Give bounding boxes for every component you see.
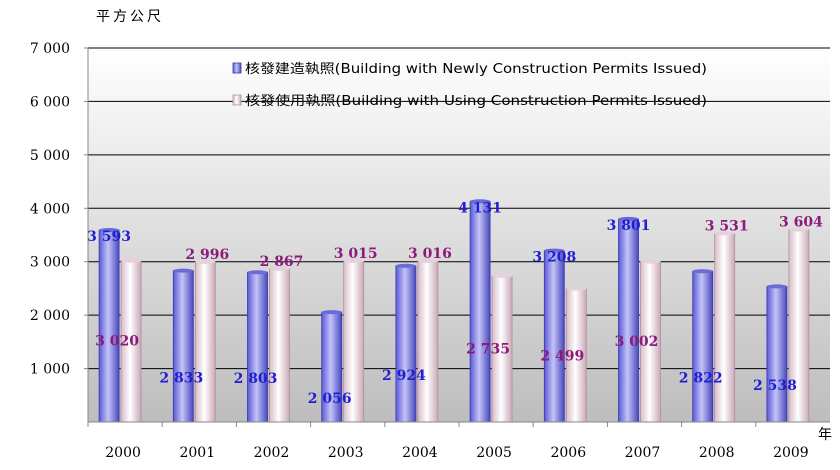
data-label-newly: 2 924 [382,368,426,384]
bar-top [269,266,290,271]
bar-top [544,248,565,253]
legend-entry: 核發建造執照(Building with Newly Construction … [245,61,707,77]
data-label-newly: 2 822 [679,371,723,387]
bar-newly [172,270,194,423]
x-tick-label: 2005 [476,445,512,461]
bar-newly [692,270,714,423]
bar-top [714,231,735,236]
legend-swatch [232,94,242,106]
y-tick-label: 3 000 [30,255,70,271]
y-tick-label: 6 000 [30,94,70,110]
x-tick-label: 2006 [550,445,586,461]
y-tick-label: 2 000 [30,308,70,324]
data-label-using: 2 996 [185,247,229,263]
bar-top [395,263,416,268]
data-label-using: 3 604 [779,214,823,230]
bar-top [640,259,661,264]
data-label-using: 2 499 [540,349,584,365]
data-label-newly: 4 131 [458,200,502,216]
bar-using [417,260,439,423]
y-unit-label: 平方公尺 [96,9,164,25]
bar-top [121,258,142,263]
bar-newly [618,218,639,423]
data-label-using: 3 002 [615,334,659,350]
legend-swatch [232,62,242,74]
bar-newly [543,250,565,423]
bar-using [269,268,290,423]
bar-top [470,199,491,204]
x-unit-label: 年 [818,427,832,443]
x-tick-label: 2003 [328,445,364,461]
bar-top [788,227,809,232]
bar-top [692,269,713,274]
x-tick-label: 2009 [773,445,809,461]
bar-using [714,232,736,423]
data-label-newly: 3 801 [607,218,651,234]
y-tick-label: 7 000 [30,41,70,57]
data-label-newly: 2 833 [159,370,203,386]
x-tick-label: 2000 [105,445,141,461]
bar-newly [98,229,120,423]
y-tick-label: 1 000 [30,362,70,378]
data-label-using: 3 020 [95,333,139,349]
bar-newly [247,271,268,423]
bar-newly [395,265,417,423]
x-tick-label: 2004 [402,445,438,461]
data-label-using: 3 015 [334,246,378,262]
data-label-newly: 3 208 [532,250,576,266]
x-tick-label: 2002 [254,445,290,461]
data-label-newly: 3 593 [87,229,131,245]
bar-top [417,258,438,263]
y-tick-label: 5 000 [30,148,70,164]
bar-top [321,310,342,315]
data-label-using: 3 016 [408,246,452,262]
bar-top [173,268,194,273]
x-tick-label: 2008 [699,445,735,461]
bar-top [618,216,639,221]
data-label-newly: 2 803 [234,371,278,387]
bar-top [766,284,787,289]
bar-newly [469,200,491,423]
data-label-using: 3 531 [705,218,749,234]
data-label-newly: 2 056 [308,391,352,407]
bar-top [99,228,120,233]
bar-newly [766,285,788,423]
data-label-using: 2 735 [466,342,510,358]
bar-top [492,273,513,278]
data-label-using: 2 867 [260,254,304,270]
bar-top [343,258,364,263]
x-tick-label: 2007 [625,445,661,461]
x-tick-label: 2001 [179,445,215,461]
bar-top [195,259,216,264]
bar-top [247,270,268,275]
data-label-newly: 2 538 [753,378,797,394]
bar-using [194,261,216,423]
legend-entry: 核發使用執照(Building with Using Construction … [245,93,707,109]
y-tick-label: 4 000 [30,201,70,217]
bar-top [566,286,587,291]
